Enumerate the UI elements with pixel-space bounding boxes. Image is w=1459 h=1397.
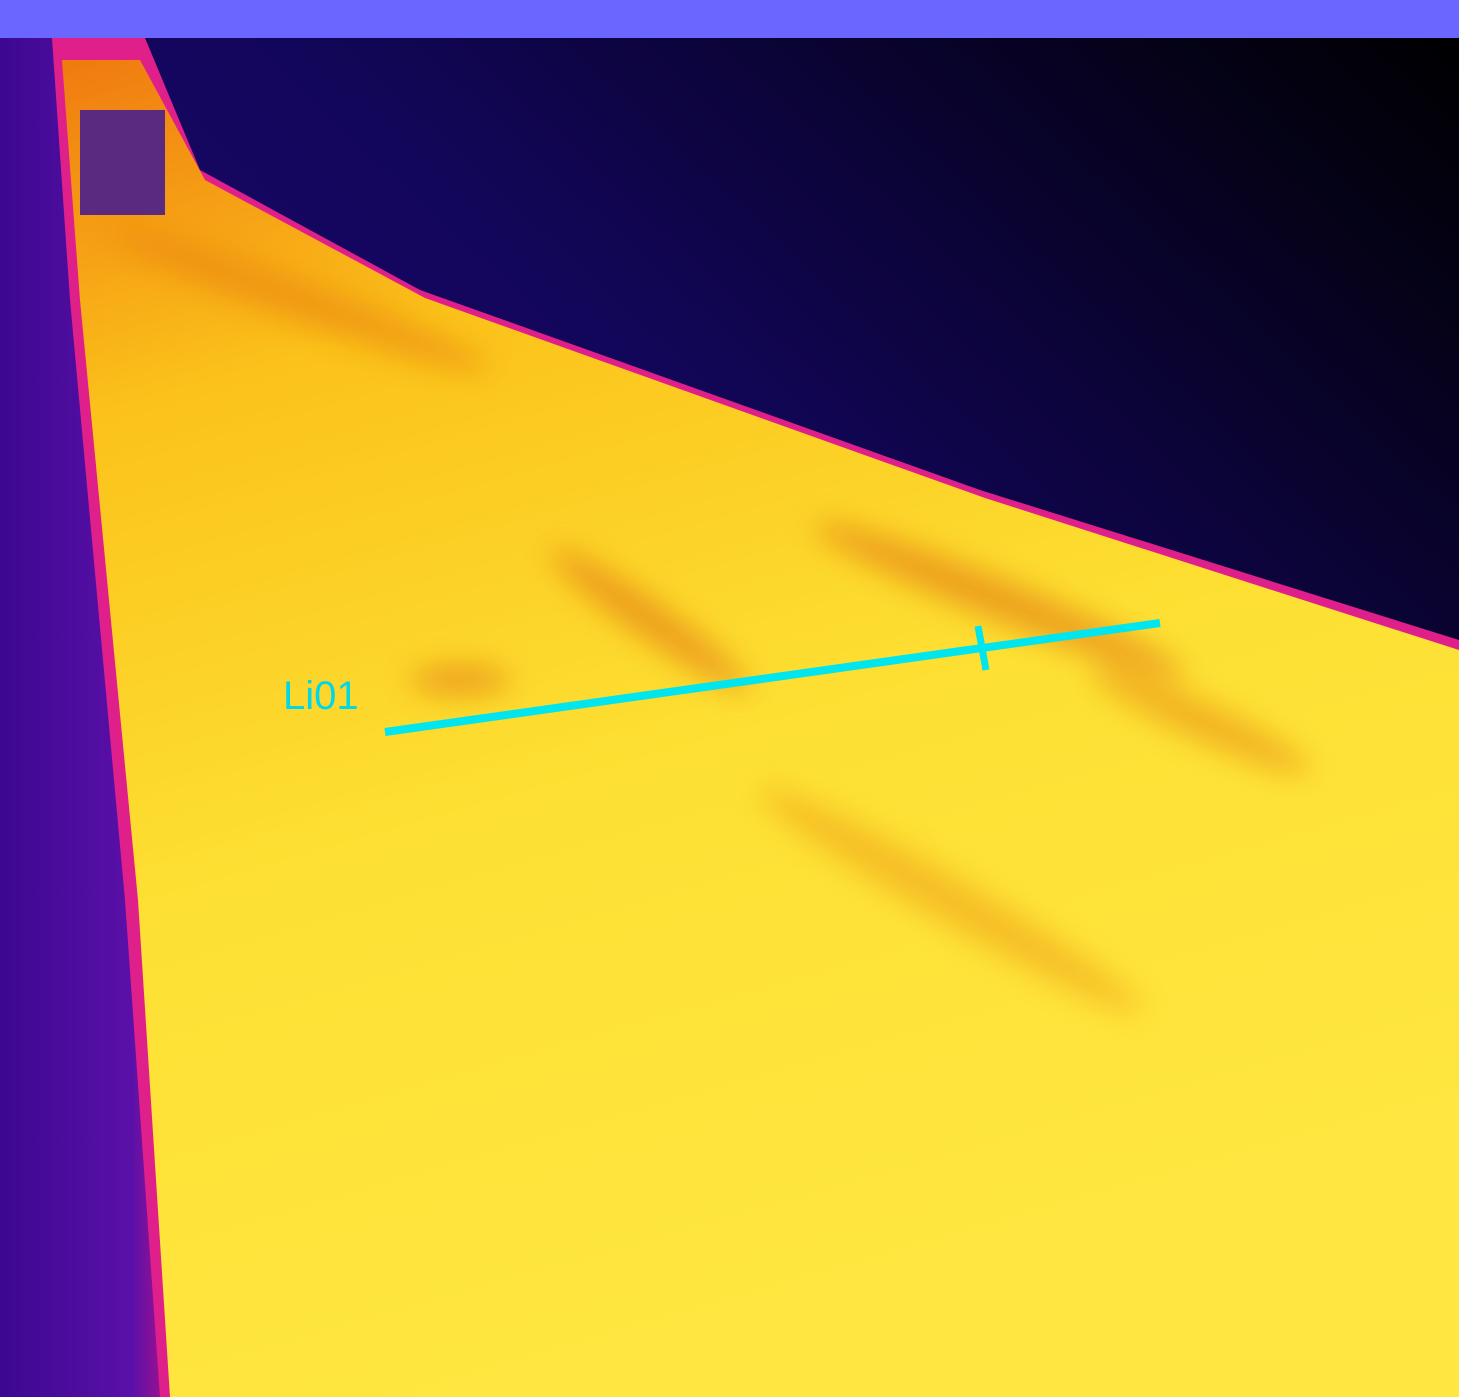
dark-object xyxy=(80,110,165,215)
side-strip xyxy=(0,38,165,1397)
measure-line xyxy=(384,619,1161,736)
road-surface xyxy=(62,60,1459,1397)
annotation-label: Li01 xyxy=(283,674,359,718)
measure-cursor xyxy=(974,625,990,671)
heat-streaks xyxy=(111,229,1310,1012)
title-bar xyxy=(0,0,1459,38)
